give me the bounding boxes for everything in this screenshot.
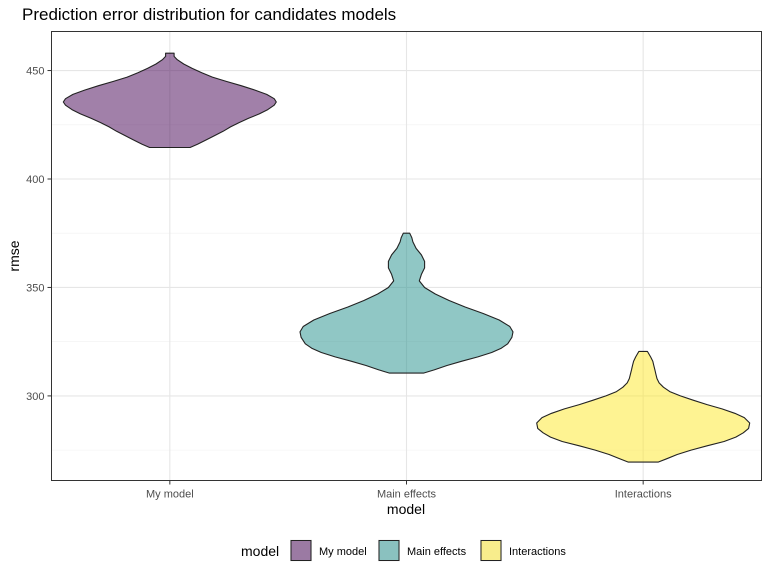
x-tick-label: Interactions	[615, 489, 672, 501]
legend-swatch	[480, 540, 502, 561]
legend-swatch	[378, 540, 400, 561]
chart-title: Prediction error distribution for candid…	[22, 5, 396, 24]
violin-my-model	[62, 52, 277, 149]
y-axis: 300 350 400 450	[26, 66, 52, 403]
y-tick-label: 350	[26, 282, 44, 294]
x-axis-title: model	[387, 501, 425, 517]
legend: model My model Main effects Interactions	[241, 539, 566, 562]
y-tick-label: 450	[26, 66, 44, 78]
violins	[62, 52, 751, 463]
legend-label: Main effects	[407, 546, 467, 558]
violin-main-effects	[299, 232, 514, 374]
legend-swatch	[290, 540, 312, 561]
legend-label: My model	[319, 546, 367, 558]
x-axis: My model Main effects Interactions	[146, 480, 672, 501]
legend-title: model	[241, 543, 279, 559]
violin-interactions	[536, 350, 751, 463]
legend-label: Interactions	[509, 546, 566, 558]
y-axis-title: rmse	[6, 240, 22, 271]
y-tick-label: 300	[26, 391, 44, 403]
x-tick-label: Main effects	[377, 489, 437, 501]
y-tick-label: 400	[26, 174, 44, 186]
x-tick-label: My model	[146, 489, 194, 501]
